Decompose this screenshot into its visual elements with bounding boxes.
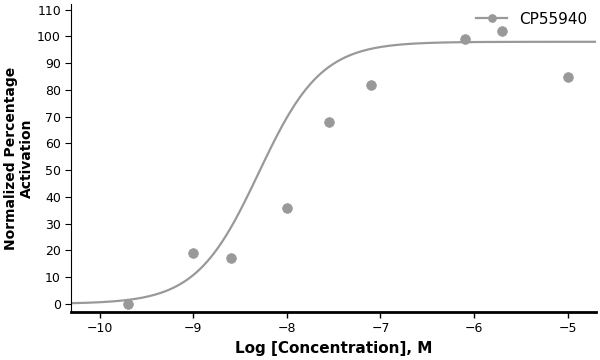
- Point: [226, 256, 235, 261]
- Point: [282, 205, 292, 211]
- Legend: CP55940: CP55940: [470, 6, 593, 33]
- Point: [497, 28, 507, 34]
- Point: [123, 301, 133, 307]
- Point: [460, 36, 470, 42]
- Y-axis label: Normalized Percentage
Activation: Normalized Percentage Activation: [4, 67, 34, 250]
- Point: [563, 74, 572, 80]
- X-axis label: Log [Concentration], M: Log [Concentration], M: [235, 341, 433, 356]
- Point: [188, 250, 198, 256]
- Point: [366, 82, 376, 87]
- Point: [324, 119, 334, 125]
